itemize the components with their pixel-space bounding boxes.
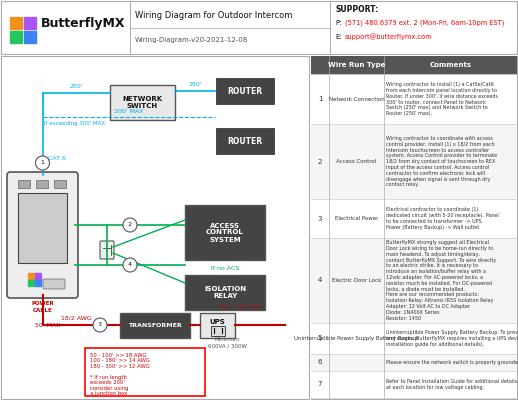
Text: 1: 1 [318,96,322,102]
Text: support@butterflymx.com: support@butterflymx.com [345,34,433,40]
Text: CABLE: CABLE [33,308,52,313]
Text: ButterflyMX strongly suggest all Electrical
Door Lock wiring to be home-run dire: ButterflyMX strongly suggest all Electri… [386,240,496,320]
Text: 100 - 180' >> 14 AWG: 100 - 180' >> 14 AWG [90,358,150,364]
Text: a junction box: a junction box [90,392,127,396]
FancyBboxPatch shape [7,172,78,298]
Text: 110 - 120 VAC: 110 - 120 VAC [218,305,262,310]
Bar [85,348,205,396]
FancyBboxPatch shape [43,279,65,289]
Text: 18/2 AWG: 18/2 AWG [61,315,92,320]
Text: Uninterruptible Power Supply Battery Backup: Uninterruptible Power Supply Battery Bac… [294,336,419,341]
Circle shape [93,318,107,332]
Text: exceeds 200': exceeds 200' [90,380,125,386]
FancyBboxPatch shape [100,241,114,259]
Bar [200,313,235,338]
Text: 300' MAX: 300' MAX [114,109,143,114]
Bar [110,85,175,120]
Text: SUPPORT:: SUPPORT: [335,6,378,14]
Text: ButterflyMX: ButterflyMX [41,18,125,30]
Text: Access Control: Access Control [336,159,377,164]
Text: 1: 1 [40,160,45,166]
Bar [18,193,67,263]
Text: 250': 250' [188,82,202,87]
Bar [215,77,275,105]
Bar [311,56,517,74]
Text: consider using: consider using [90,386,128,391]
Text: 4: 4 [128,262,132,268]
Text: E:: E: [335,34,342,40]
Text: 3: 3 [318,216,322,222]
Text: NETWORK
SWITCH: NETWORK SWITCH [122,96,163,109]
Bar [10,31,22,43]
Bar [215,127,275,155]
Bar [210,326,224,336]
Bar [185,275,265,310]
Circle shape [36,156,50,170]
Bar [311,124,517,199]
Text: If exceeding 300' MAX: If exceeding 300' MAX [45,121,106,126]
Text: Minimum
600VA / 300W: Minimum 600VA / 300W [208,337,247,348]
Bar [35,280,41,286]
Text: ROUTER: ROUTER [227,86,263,96]
Bar [54,180,66,188]
Bar [311,371,517,398]
Bar [28,273,34,279]
Text: Refer to Panel Installation Guide for additional details. Leave 6' service loop
: Refer to Panel Installation Guide for ad… [386,379,518,390]
Circle shape [123,258,137,272]
Text: 180 - 300' >> 12 AWG: 180 - 300' >> 12 AWG [90,364,150,369]
Bar [311,74,517,124]
Text: Electrical contractor to coordinate (1)
dedicated circuit (with 5-20 receptacle): Electrical contractor to coordinate (1) … [386,208,499,230]
Text: 6: 6 [318,359,322,365]
Text: If no ACS: If no ACS [211,266,239,271]
Bar [10,17,22,29]
Text: ACCESS
CONTROL
SYSTEM: ACCESS CONTROL SYSTEM [206,222,244,242]
Text: 4: 4 [318,277,322,283]
Text: 2: 2 [128,222,132,228]
Text: 50' MAX: 50' MAX [35,323,60,328]
Text: Electric Door Lock: Electric Door Lock [332,278,381,283]
Text: Wiring contractor to install (1) a Cat5e/Cat6
from each Intercom panel location : Wiring contractor to install (1) a Cat5e… [386,82,498,116]
Text: Uninterruptible Power Supply Battery Backup. To prevent voltage drops
and surges: Uninterruptible Power Supply Battery Bac… [386,330,518,346]
Bar [36,180,48,188]
Text: Wiring Diagram for Outdoor Intercom: Wiring Diagram for Outdoor Intercom [135,10,292,20]
Text: ISOLATION
RELAY: ISOLATION RELAY [204,286,246,299]
Text: 7: 7 [318,382,322,388]
Text: TRANSFORMER: TRANSFORMER [128,323,182,328]
Bar [24,17,36,29]
Bar [311,354,517,371]
Text: (571) 480.6379 ext. 2 (Mon-Fri, 6am-10pm EST): (571) 480.6379 ext. 2 (Mon-Fri, 6am-10pm… [345,20,505,26]
Bar [28,280,34,286]
Circle shape [123,218,137,232]
Text: ROUTER: ROUTER [227,136,263,146]
Text: Wire Run Type: Wire Run Type [328,62,385,68]
Text: UPS: UPS [210,318,225,324]
Bar [120,313,190,338]
Text: Comments: Comments [429,62,471,68]
Bar [311,323,517,354]
Text: Please ensure the network switch is properly grounded.: Please ensure the network switch is prop… [386,360,518,365]
Text: * If run length: * If run length [90,375,127,380]
Text: 50 - 100' >> 18 AWG: 50 - 100' >> 18 AWG [90,353,147,358]
Bar [18,180,30,188]
Text: 5: 5 [318,335,322,341]
Text: CAT 6: CAT 6 [48,156,65,161]
Text: 3: 3 [98,322,102,328]
Text: POWER: POWER [31,301,54,306]
Text: Network Connection: Network Connection [328,96,384,102]
Text: Wiring-Diagram-v20-2021-12-08: Wiring-Diagram-v20-2021-12-08 [135,37,248,43]
Text: Electrical Power: Electrical Power [335,216,378,221]
Bar [35,273,41,279]
Text: 2: 2 [318,159,322,165]
Text: P:: P: [335,20,341,26]
Bar [311,199,517,238]
Bar [24,31,36,43]
Text: Wiring contractor to coordinate with access
control provider, install (1) x 18/2: Wiring contractor to coordinate with acc… [386,136,497,188]
Bar [185,205,265,260]
Text: 250': 250' [69,84,83,89]
Bar [311,238,517,323]
